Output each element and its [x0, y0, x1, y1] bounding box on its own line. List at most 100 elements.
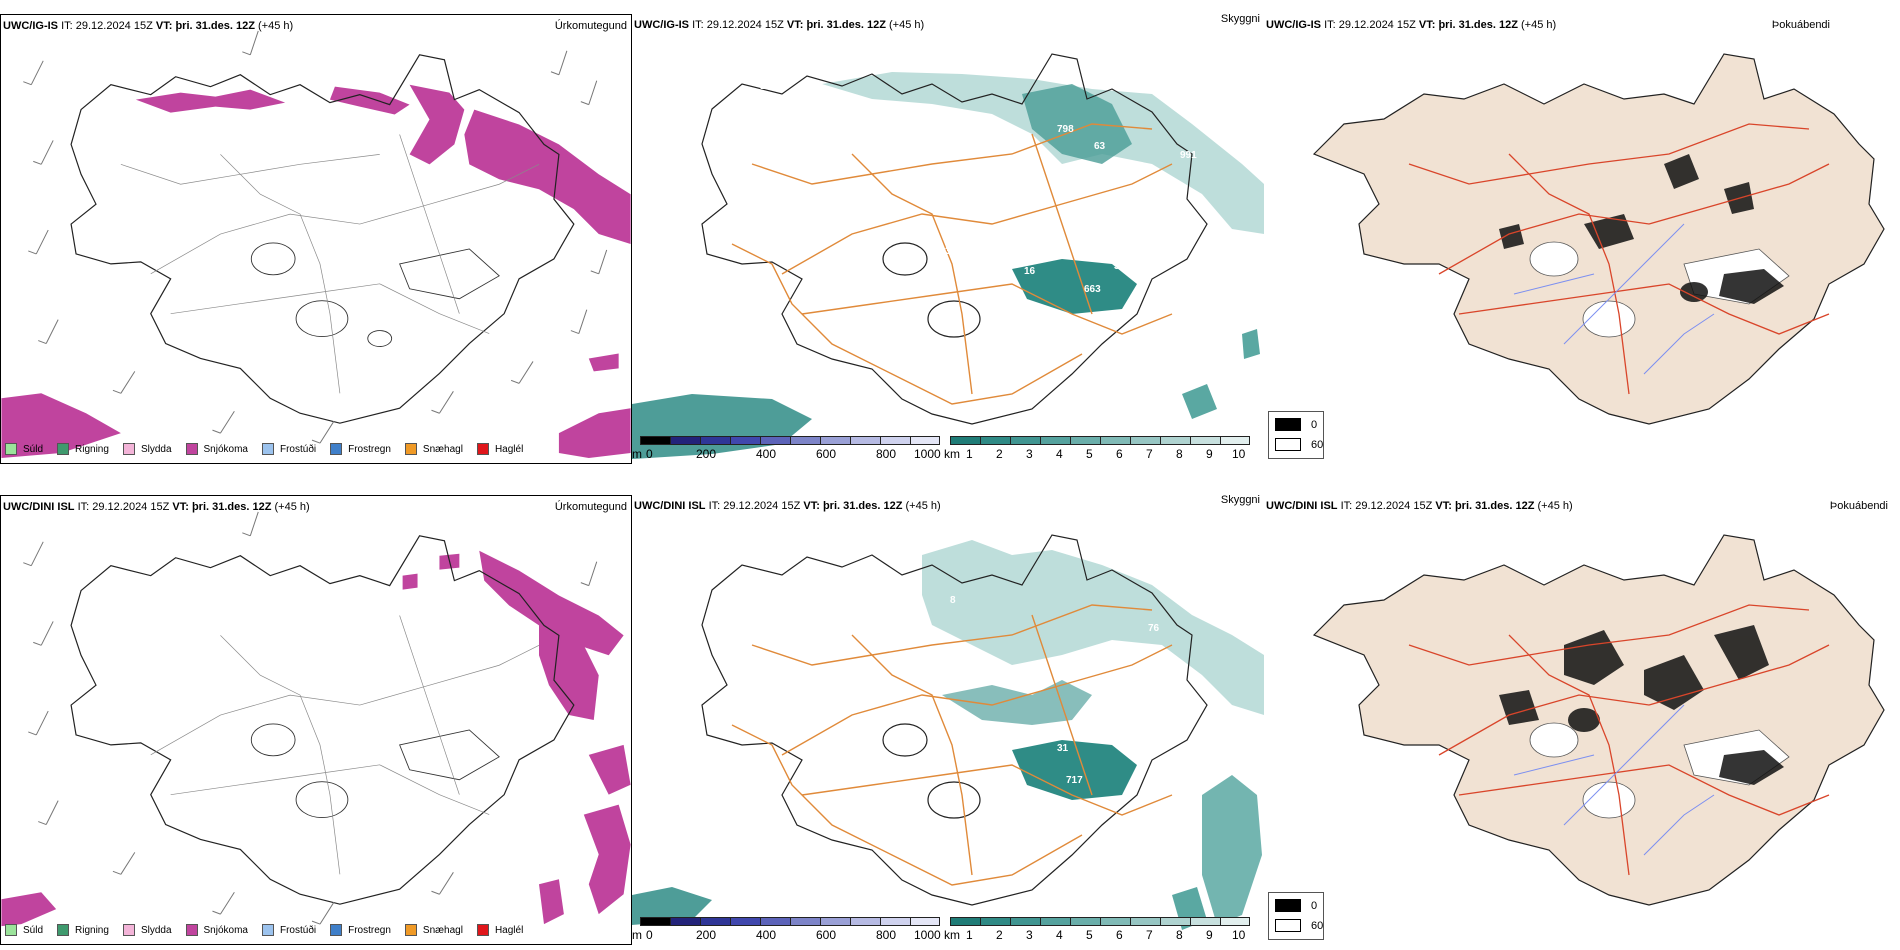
legend-label: Snjókoma [203, 924, 248, 936]
legend-item: Rigning [57, 443, 109, 455]
iceland-outline [701, 53, 1208, 425]
legend-item: Slydda [122, 443, 172, 455]
legend-swatch [476, 443, 489, 455]
colorbar-cell [700, 917, 730, 926]
legend-label: Snæhagl [422, 443, 463, 455]
legend-label: Súld [23, 443, 44, 455]
product-tag: Úrkomutegund [554, 20, 627, 32]
colorbar-cell [730, 917, 760, 926]
fog-indicator-panel-1: UWC/IG-IS IT: 29.12.2024 15Z VT: þri. 31… [1264, 14, 1900, 464]
colorbar-tick: 0 [646, 928, 653, 942]
colorbar-tick: 10 [1232, 928, 1246, 942]
visibility-values: 180 798 63 945 991 329 16 663 39 [760, 81, 1197, 295]
visibility-value: 214 [950, 727, 967, 738]
colorbar-cell [1160, 436, 1190, 445]
vt-label: VT: [1418, 19, 1436, 31]
panel-header: UWC/IG-IS IT: 29.12.2024 15Z VT: þri. 31… [1264, 14, 1900, 36]
visibility-panel-1: UWC/IG-IS IT: 29.12.2024 15Z VT: þri. 31… [632, 14, 1264, 464]
colorbar-cell [670, 436, 700, 445]
key-swatch [1275, 418, 1301, 431]
legend-label: Súld [23, 924, 44, 936]
m-colorbar: m 0 200 400 600 800 1000 [632, 436, 942, 462]
it-label: IT: [77, 501, 90, 513]
legend-item: Frostúði [261, 443, 316, 455]
road-network [1408, 604, 1830, 876]
legend-swatch [5, 443, 17, 455]
legend-item: Súld [5, 924, 43, 936]
it-value: 29.12.2024 15Z [75, 20, 153, 32]
vt-value: þri. 31.des. 12Z [1454, 500, 1535, 512]
key-row: 0 [1275, 418, 1317, 431]
colorbar-tick: 4 [1056, 447, 1063, 461]
road-network [1408, 123, 1830, 395]
glacier-outlines [250, 723, 500, 819]
colorbar-cell [950, 436, 980, 445]
road-network [731, 123, 1173, 405]
visibility-value: 180 [760, 81, 777, 92]
colorbar-cell [1100, 436, 1130, 445]
wind-barbs [23, 511, 598, 925]
colorbar-cell [640, 436, 670, 445]
colorbar-tick: 6 [1116, 928, 1123, 942]
m-colorbar: m 0 200 400 600 800 1000 [632, 917, 942, 943]
visibility-map: 8 76 214 31 717 [632, 534, 1264, 930]
colorbar-cell [1070, 917, 1100, 926]
colorbar-cell [850, 917, 880, 926]
legend-item: Frostregn [330, 443, 391, 455]
legend-swatch [404, 924, 417, 936]
it-value: 29.12.2024 15Z [723, 500, 801, 512]
it-label: IT: [1340, 500, 1353, 512]
colorbar-cell [670, 917, 700, 926]
it-label: IT: [692, 19, 704, 31]
colorbar-cell [730, 436, 760, 445]
vt-label: VT: [1435, 500, 1452, 512]
visibility-map: 180 798 63 945 991 329 16 663 39 [632, 53, 1264, 459]
colorbar-cell [880, 917, 910, 926]
key-row: 0 [1275, 899, 1317, 912]
visibility-value: 663 [1084, 284, 1101, 295]
legend-swatch [330, 924, 343, 936]
colorbar-tick: 2 [996, 447, 1003, 461]
colorbar-tick: 1000 [914, 447, 941, 461]
legend-label: Rigning [75, 924, 109, 936]
colorbar-unit: km [944, 447, 960, 461]
product-tag: Skyggni [1220, 495, 1260, 506]
legend-label: Frostregn [348, 924, 391, 936]
product-tag: Skyggni [1220, 14, 1260, 25]
colorbar-tick: 5 [1086, 447, 1093, 461]
rivers [1513, 704, 1715, 856]
legend-swatch [122, 443, 135, 455]
legend-label: Slydda [140, 443, 172, 455]
colorbar-tick: 600 [816, 447, 837, 461]
colorbar-unit: m [632, 928, 642, 942]
iceland-outline [70, 535, 575, 905]
teal-visibility-areas [632, 72, 1264, 459]
legend-swatch [57, 924, 70, 936]
colorbar-cell [790, 917, 820, 926]
colorbar-tick: 9 [1206, 928, 1213, 942]
legend-swatch [404, 443, 417, 455]
colorbar-cell [1040, 436, 1070, 445]
glacier-outlines [250, 242, 500, 347]
legend-label: Rigning [75, 443, 109, 455]
legend-label: Slydda [140, 924, 172, 936]
panel-header: UWC/DINI ISL IT: 29.12.2024 15Z VT: þri.… [1264, 495, 1900, 517]
colorbar-cell [980, 917, 1010, 926]
model-name: UWC/DINI ISL [3, 501, 75, 513]
legend-swatch [185, 924, 198, 936]
model-name: UWC/IG-IS [1266, 19, 1321, 31]
colorbar-cell [1070, 436, 1100, 445]
model-name: UWC/DINI ISL [1266, 500, 1338, 512]
visibility-value: 798 [1057, 124, 1074, 135]
colorbar-cell [790, 436, 820, 445]
panel-header: UWC/IG-IS IT: 29.12.2024 15Z VT: þri. 31… [632, 14, 1264, 36]
lead-time: (+45 h) [274, 501, 310, 513]
colorbar-cell [1100, 917, 1130, 926]
colorbar-tick: 600 [816, 928, 837, 942]
colorbar-cell [1190, 436, 1220, 445]
colorbar-tick: 400 [756, 447, 777, 461]
colorbar-tick: 3 [1026, 928, 1033, 942]
legend-item: Snæhagl [404, 924, 463, 936]
colorbar-tick: 1 [966, 928, 973, 942]
key-value: 0 [1311, 418, 1318, 431]
